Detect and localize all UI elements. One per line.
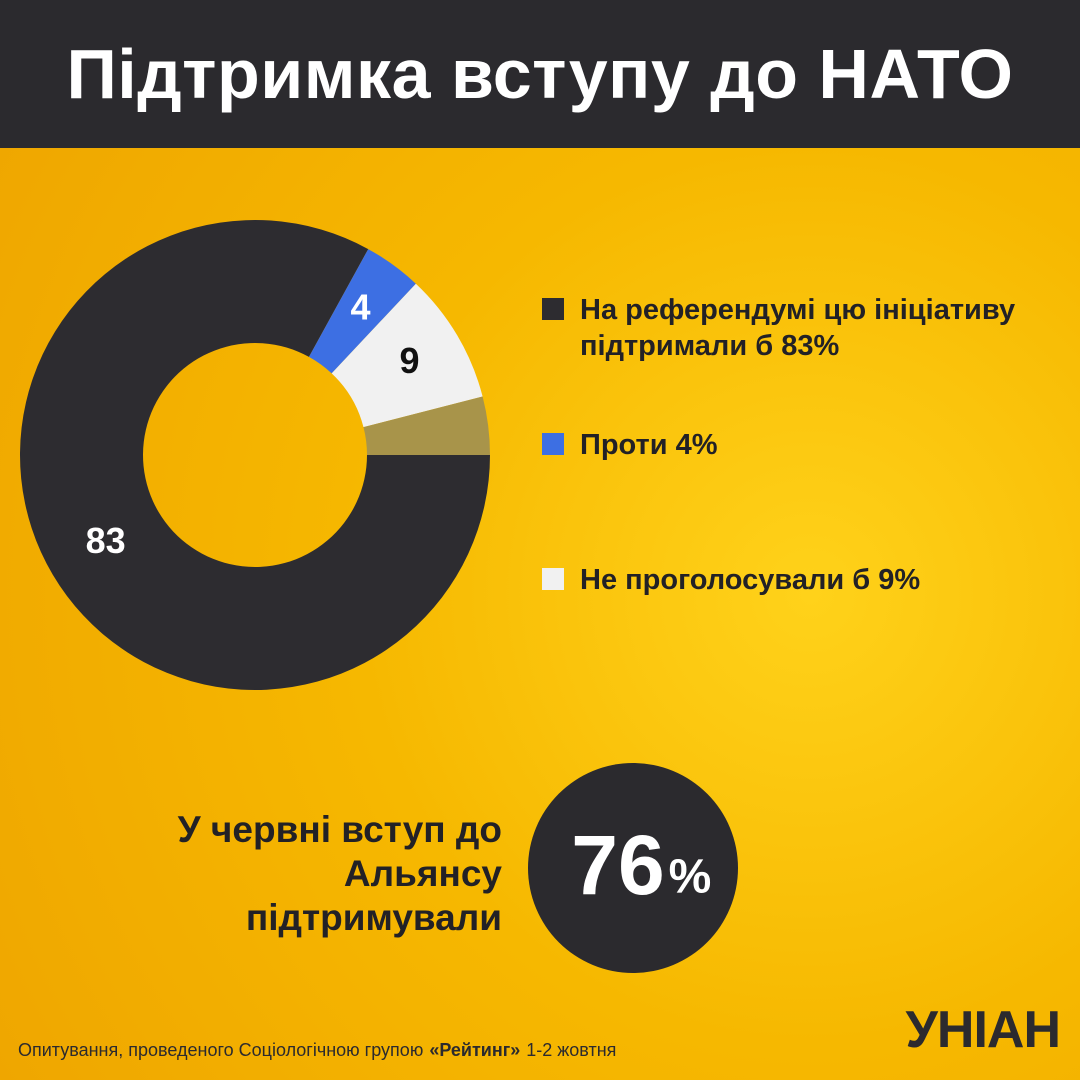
data-label: 9 <box>399 340 419 381</box>
legend-text: Проти 4% <box>580 429 718 461</box>
legend-text: На референдумі цю ініціативу підтримали … <box>580 294 1016 362</box>
legend-item: Проти 4% <box>542 427 1042 463</box>
donut-segment <box>308 249 416 374</box>
legend-swatch <box>542 298 564 320</box>
logo: УНІАН <box>905 1001 1061 1059</box>
footer-date: 1-2 жовтня <box>526 1040 617 1060</box>
title: Підтримка вступу до НАТО <box>0 0 1080 148</box>
donut-segment <box>331 283 483 428</box>
callout-circle <box>528 763 738 973</box>
donut <box>19 219 490 690</box>
legend-swatch <box>542 568 564 590</box>
legend-text: Не проголосували б 9% <box>580 564 921 596</box>
callout-value: 76 <box>571 818 664 912</box>
footer-source: «Рейтинг» <box>429 1040 521 1060</box>
donut-segment <box>19 219 490 690</box>
callout-unit: % <box>669 851 712 904</box>
callout-text: У червні вступ до Альянсу підтримували <box>177 809 502 938</box>
footer: Опитування, проведеного Соціологічною гр… <box>18 1040 622 1061</box>
data-label: 83 <box>86 520 126 561</box>
donut-segment <box>363 396 490 455</box>
legend-item: Не проголосували б 9% <box>542 562 1042 598</box>
data-label: 4 <box>350 286 370 327</box>
legend-swatch <box>542 433 564 455</box>
legend-item: На референдумі цю ініціативу підтримали … <box>542 292 1042 364</box>
footer-text: Опитування, проведеного Соціологічною гр… <box>18 1040 424 1060</box>
